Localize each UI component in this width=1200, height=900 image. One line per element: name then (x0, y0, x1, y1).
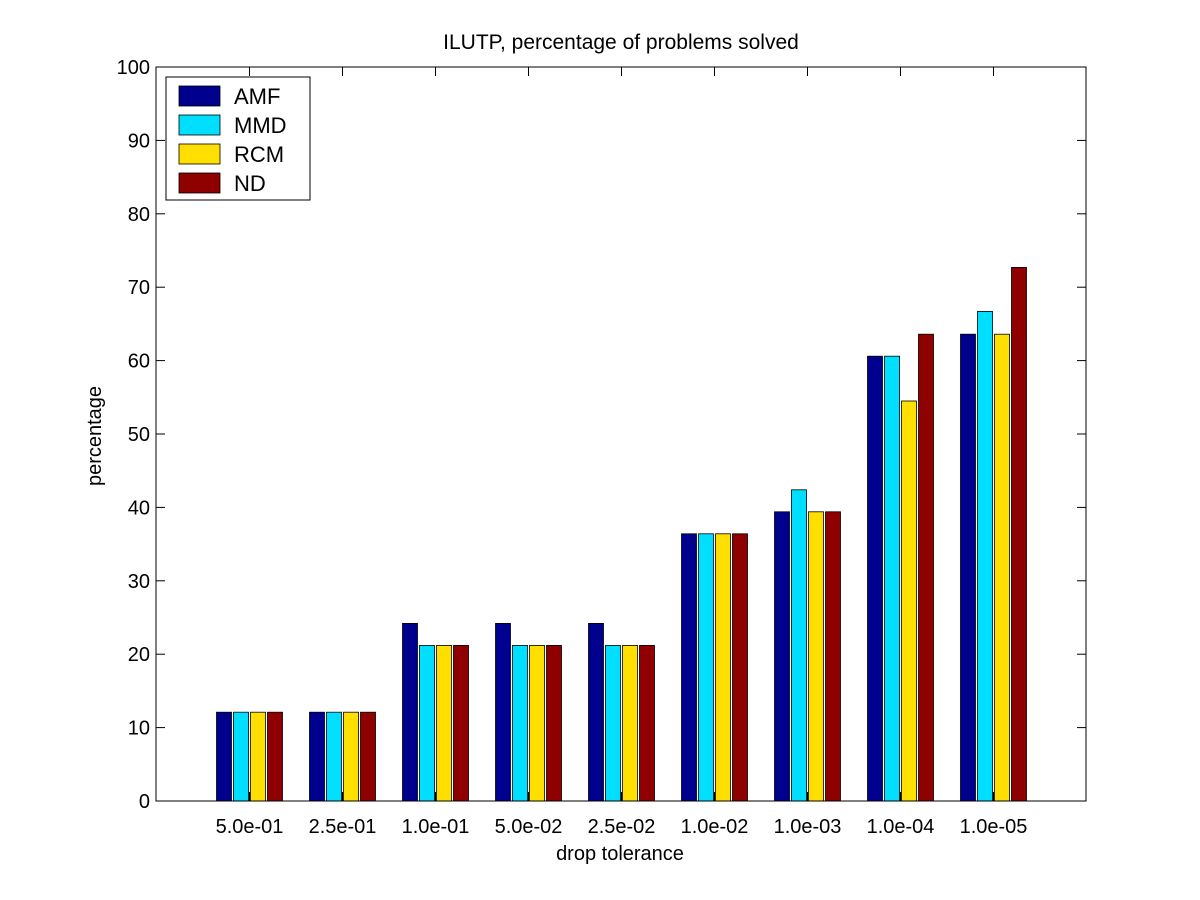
y-tick-label: 30 (128, 571, 150, 593)
x-tick-label: 1.0e-01 (402, 816, 470, 838)
bar-mmd-4 (605, 645, 621, 802)
bar-rcm-0 (250, 711, 266, 802)
bar-amf-5 (681, 533, 697, 802)
legend-label-nd: ND (234, 171, 266, 196)
bar-amf-8 (960, 333, 976, 802)
bar-mmd-5 (698, 533, 714, 802)
bar-mmd-0 (233, 711, 249, 802)
legend-label-mmd: MMD (234, 113, 287, 138)
chart-title: ILUTP, percentage of problems solved (443, 31, 799, 54)
legend-swatch-nd (178, 172, 221, 194)
x-tick-label: 1.0e-04 (867, 816, 935, 838)
y-tick-label: 20 (128, 644, 150, 666)
y-tick-label: 40 (128, 497, 150, 519)
bar-mmd-7 (884, 355, 900, 802)
bar-nd-3 (546, 645, 562, 802)
bar-rcm-1 (343, 711, 359, 802)
bar-amf-2 (402, 623, 418, 802)
legend-label-amf: AMF (234, 84, 280, 109)
bar-rcm-4 (622, 645, 638, 802)
bar-mmd-8 (977, 310, 993, 802)
y-tick-label: 0 (139, 791, 150, 813)
bar-rcm-8 (994, 333, 1010, 802)
legend-label-rcm: RCM (234, 142, 284, 167)
y-tick-label: 60 (128, 351, 150, 373)
y-tick-label: 100 (117, 57, 150, 79)
x-tick-label: 1.0e-02 (681, 816, 749, 838)
bar-nd-1 (360, 711, 376, 802)
x-tick-label: 1.0e-03 (774, 816, 842, 838)
legend-swatch-rcm (178, 143, 221, 165)
y-tick-label: 50 (128, 424, 150, 446)
y-tick-label: 90 (128, 130, 150, 152)
y-tick-label: 80 (128, 204, 150, 226)
bar-amf-3 (495, 623, 511, 802)
bar-nd-6 (825, 511, 841, 802)
bar-amf-6 (774, 511, 790, 802)
x-axis-label: drop tolerance (556, 843, 684, 865)
bar-rcm-2 (436, 645, 452, 802)
bar-amf-7 (867, 355, 883, 802)
bar-amf-0 (216, 711, 232, 802)
bar-rcm-5 (715, 533, 731, 802)
bars-layer (216, 266, 1027, 802)
legend-swatch-amf (178, 85, 221, 107)
bar-mmd-1 (326, 711, 342, 802)
bar-nd-7 (918, 333, 934, 802)
bar-mmd-2 (419, 645, 435, 802)
x-tick-label: 1.0e-05 (960, 816, 1028, 838)
axes-layer: 0 10 20 30 40 50 60 70 80 90 100 5.0e-01 2.5e-01 1.0e… (117, 57, 1087, 838)
legend-swatch-mmd (178, 114, 221, 136)
x-tick-label: 5.0e-02 (495, 816, 563, 838)
legend: AMF MMD RCM ND (165, 76, 311, 201)
bar-nd-0 (267, 711, 283, 802)
x-tick-label: 2.5e-02 (588, 816, 656, 838)
bar-mmd-3 (512, 645, 528, 802)
bar-amf-4 (588, 623, 604, 802)
bar-nd-4 (639, 645, 655, 802)
bar-rcm-7 (901, 400, 917, 802)
bar-rcm-6 (808, 511, 824, 802)
x-tick-label: 5.0e-01 (216, 816, 284, 838)
bar-amf-1 (309, 711, 325, 802)
bar-nd-5 (732, 533, 748, 802)
y-tick-label: 10 (128, 718, 150, 740)
x-tick-label: 2.5e-01 (309, 816, 377, 838)
bar-rcm-3 (529, 645, 545, 802)
y-axis-label: percentage (84, 386, 106, 486)
y-tick-label: 70 (128, 277, 150, 299)
bar-nd-8 (1011, 266, 1027, 802)
bar-mmd-6 (791, 489, 807, 802)
bar-nd-2 (453, 645, 469, 802)
